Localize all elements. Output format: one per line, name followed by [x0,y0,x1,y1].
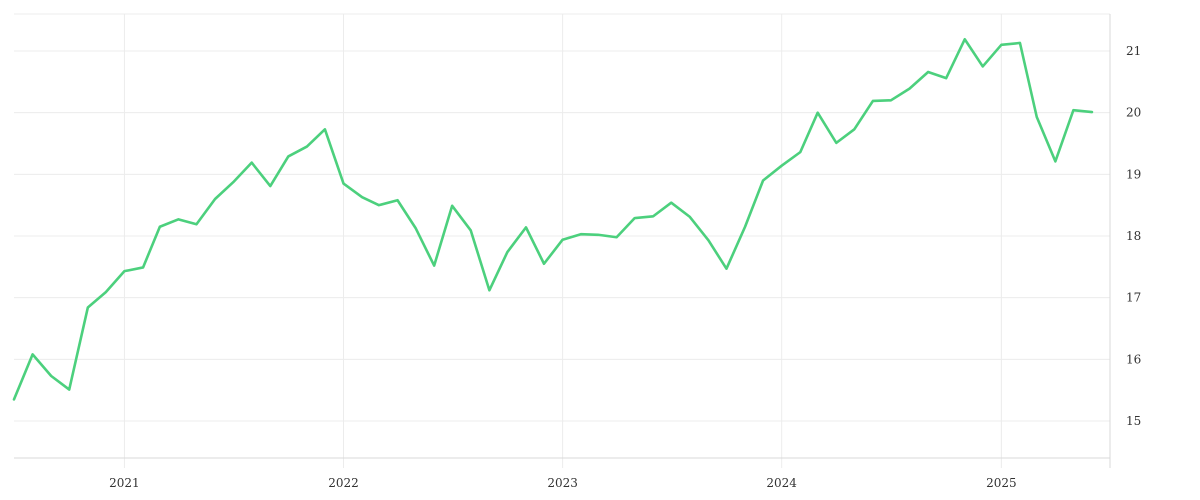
y-gridlines [14,13,1110,422]
y-axis-ticks: 15 16 17 18 19 20 21 [1126,44,1141,428]
x-tick-label: 2022 [328,476,359,490]
y-tick-label: 19 [1126,167,1141,181]
y-tick-label: 18 [1126,229,1141,243]
y-tick-label: 20 [1126,106,1141,120]
x-tick-label: 2025 [986,476,1017,490]
y-tick-label: 21 [1126,44,1141,58]
series-line [12,37,1094,401]
y-tick-label: 16 [1126,352,1141,366]
x-tick-label: 2024 [766,476,797,490]
x-tick-label: 2021 [109,476,140,490]
x-tick-label: 2023 [547,476,578,490]
x-axis-ticks: 2021 2022 2023 2024 2025 [109,476,1016,490]
y-tick-label: 15 [1126,414,1141,428]
series-group [12,37,1094,401]
y-tick-label: 17 [1126,291,1141,305]
